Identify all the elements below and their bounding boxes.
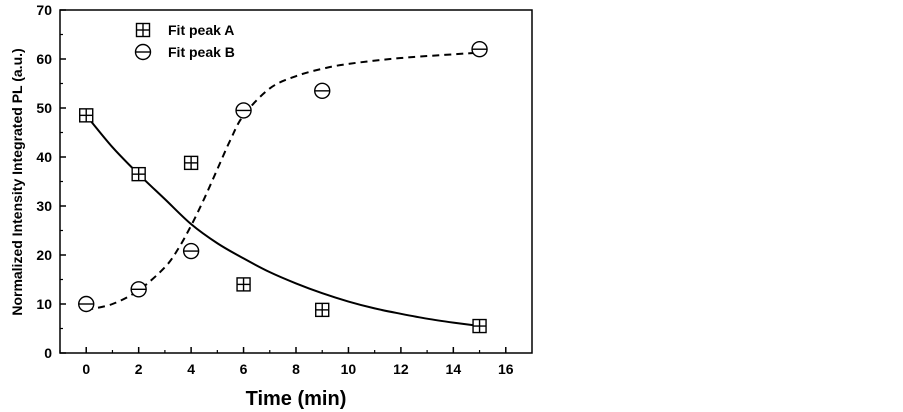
fit-curve-a [85,114,480,328]
data-point-a [315,302,330,318]
data-point-a [79,108,94,123]
data-point-a [131,166,146,182]
y-tick-label: 40 [36,149,52,165]
tick-labels: 0 2 4 6 8 10 12 14 16 0 10 20 30 40 50 60 70 [36,2,513,377]
data-point-a [472,318,487,334]
y-tick-label: 60 [36,51,52,67]
y-tick-label: 70 [36,2,52,18]
y-tick-label: 0 [44,345,52,361]
x-tick-label: 6 [240,361,248,377]
data-point-b [235,102,252,119]
legend: Fit peak A Fit peak B [134,22,235,61]
axis-ticks [59,9,507,354]
x-tick-label: 16 [498,361,514,377]
y-tick-label: 20 [36,247,52,263]
data-point-b [471,41,488,58]
data-point-a [183,155,199,171]
data-point-b [130,281,147,298]
legend-label-a: Fit peak A [168,22,234,38]
y-tick-label: 30 [36,198,52,214]
x-tick-label: 10 [341,361,357,377]
data-points [78,41,488,334]
data-point-a [236,277,251,292]
data-point-b [314,82,331,100]
y-tick-label: 10 [36,296,52,312]
legend-marker-b [134,43,152,61]
x-tick-label: 2 [135,361,143,377]
fit-curves [85,51,480,328]
x-tick-label: 0 [82,361,90,377]
fit-curve-b [86,51,480,311]
legend-marker-a [135,22,151,38]
x-tick-label: 4 [187,361,195,377]
data-point-b [78,295,95,313]
legend-label-b: Fit peak B [168,44,235,60]
x-axis-title: Time (min) [246,388,347,410]
y-axis-title: Normalized Intensity Integrated PL (a.u.… [9,48,25,315]
data-point-b [182,242,200,260]
plot-frame [59,9,533,354]
x-tick-label: 14 [446,361,462,377]
y-tick-label: 50 [36,100,52,116]
x-tick-label: 8 [292,361,300,377]
x-tick-label: 12 [393,361,409,377]
